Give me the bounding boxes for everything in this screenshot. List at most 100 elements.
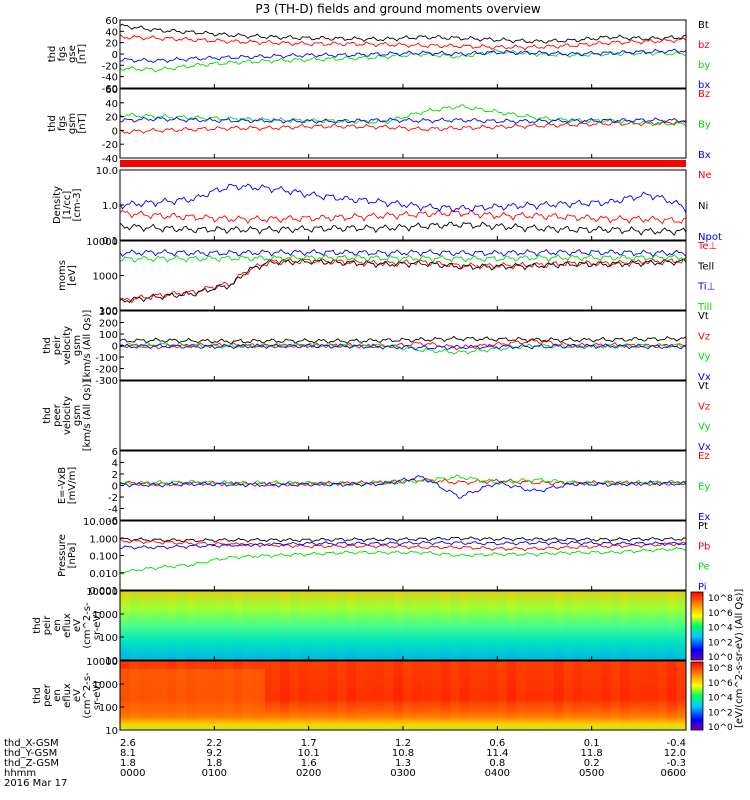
ytick-label: 1000 (93, 272, 118, 283)
heatmap-stripe (186, 591, 196, 660)
heatmap-stripe (318, 591, 328, 660)
heatmap-stripe (469, 591, 479, 660)
heatmap-stripe (138, 591, 149, 660)
ylabel-line: peir (42, 615, 53, 635)
heatmap-stripe (421, 591, 432, 660)
heatmap-stripe (129, 591, 139, 660)
heatmap-stripe (667, 591, 677, 660)
heatmap-stripe (421, 661, 432, 730)
panel-10: 10000 1000 100 10 thd peer en eflux eV (cm^2-s-sr… (32, 657, 733, 737)
panel-3: 10.0 1.0 0.1 Density [1/cc] [cm-3] Ne Ni Npot (52, 166, 722, 247)
colorbar-label: [eV/(cm^2-s-sr-eV) (All Qs)] (734, 589, 745, 728)
heatmap-stripe (525, 661, 536, 730)
ylabel-line: en (52, 619, 63, 632)
ytick-label: 1.0 (102, 201, 118, 212)
heatmap-stripe (355, 591, 366, 660)
footer-value: -0.4 (666, 738, 686, 749)
heatmap-stripe (403, 591, 413, 660)
heatmap-stripe (440, 661, 451, 730)
ylabel-line: velocity (62, 396, 73, 435)
ytick-label: 100 (99, 330, 118, 341)
legend-vy: Vy (698, 422, 711, 433)
heatmap-stripe (195, 591, 205, 660)
legend-vx: Vx (698, 372, 711, 383)
ytick-label: 100 (99, 703, 118, 714)
footer-label-z: thd_Z-GSM (4, 758, 59, 769)
heatmap-stripe (487, 661, 498, 730)
heatmap-stripe (157, 591, 168, 660)
ylabel-line: thd (42, 337, 53, 354)
heatmap-stripe (497, 661, 507, 730)
ylabel-line: thd (32, 687, 43, 704)
heatmap-stripe (591, 591, 602, 660)
ytick-label: 20 (105, 113, 118, 124)
heatmap-body (120, 591, 686, 660)
ytick-label: -20 (102, 140, 118, 151)
heatmap-stripe (478, 591, 488, 660)
heatmap-stripe (563, 661, 573, 730)
panel-frame (119, 88, 687, 159)
heatmap-stripe (601, 661, 611, 730)
heatmap-stripe (563, 591, 573, 660)
legend-vy: Vy (698, 352, 711, 363)
heatmap-stripe (346, 591, 356, 660)
ylabel-line: eV (72, 689, 83, 702)
colorbar-tick: 10^8 (708, 594, 733, 604)
ytick-label: 60 (105, 16, 118, 27)
footer-date: 2016 Mar 17 (4, 778, 67, 789)
heatmap-stripe (440, 591, 451, 660)
heatmap-stripe (648, 591, 658, 660)
panel-9: 10000 1000 100 10 thd peir en eflux eV (cm^2-s-sr… (32, 587, 733, 667)
flag-bar (120, 160, 686, 167)
heatmap-stripe (459, 591, 470, 660)
heatmap-stripe (629, 591, 639, 660)
ylabel-line: thd (32, 617, 43, 634)
heatmap-stripe (572, 591, 583, 660)
heatmap-stripe (648, 661, 658, 730)
heatmap-stripe (610, 661, 620, 730)
heatmap-stripe (261, 591, 271, 660)
ytick-label: -100 (95, 353, 118, 364)
colorbar-tick: 10^2 (708, 708, 733, 718)
ytick-label: 0 (112, 50, 118, 61)
heatmap-stripe (384, 661, 394, 730)
legend-pb: Pb (698, 541, 710, 552)
ytick-label: -40 (102, 154, 118, 165)
legend-vz: Vz (698, 331, 710, 342)
footer-value: 0500 (579, 768, 604, 779)
legend-ey: Ey (698, 482, 710, 493)
heatmap-stripe (393, 591, 403, 660)
ytick-label: 40 (105, 99, 118, 110)
ylabel-line: fgs (57, 46, 68, 61)
ytick-label: 10 (105, 726, 118, 737)
series-line-by (119, 49, 687, 73)
legend-npot: Npot (698, 232, 722, 243)
panel-8: 10.000 1.000 0.100 0.010 0.001 Pressure [nPa] P… (57, 517, 710, 597)
footer-label-x: thd_X-GSM (4, 738, 59, 749)
colorbar-tick: 10^6 (708, 679, 733, 689)
heatmap-stripe (619, 661, 630, 730)
legend-vt: Vt (698, 311, 709, 322)
heatmap-stripe (280, 591, 290, 660)
ytick-label: 100 (99, 633, 118, 644)
series-line-bx (120, 48, 687, 64)
footer-value: 12.0 (664, 748, 686, 759)
heatmap-stripe (280, 661, 290, 730)
heatmap-stripe (167, 591, 177, 660)
series-line-ti⊥ (119, 248, 687, 258)
heatmap-stripe (223, 591, 234, 660)
heatmap-stripe (657, 591, 668, 660)
series-line-vx (119, 343, 687, 351)
legend-bz: bz (698, 40, 710, 51)
heatmap-stripe (270, 661, 281, 730)
series-line-vt (119, 335, 687, 345)
footer-value: 1.8 (120, 758, 136, 769)
ytick-label: 0 (112, 482, 118, 493)
series-line-bz (119, 34, 687, 51)
heatmap-stripe (553, 661, 564, 730)
series-line-bx (119, 116, 687, 125)
